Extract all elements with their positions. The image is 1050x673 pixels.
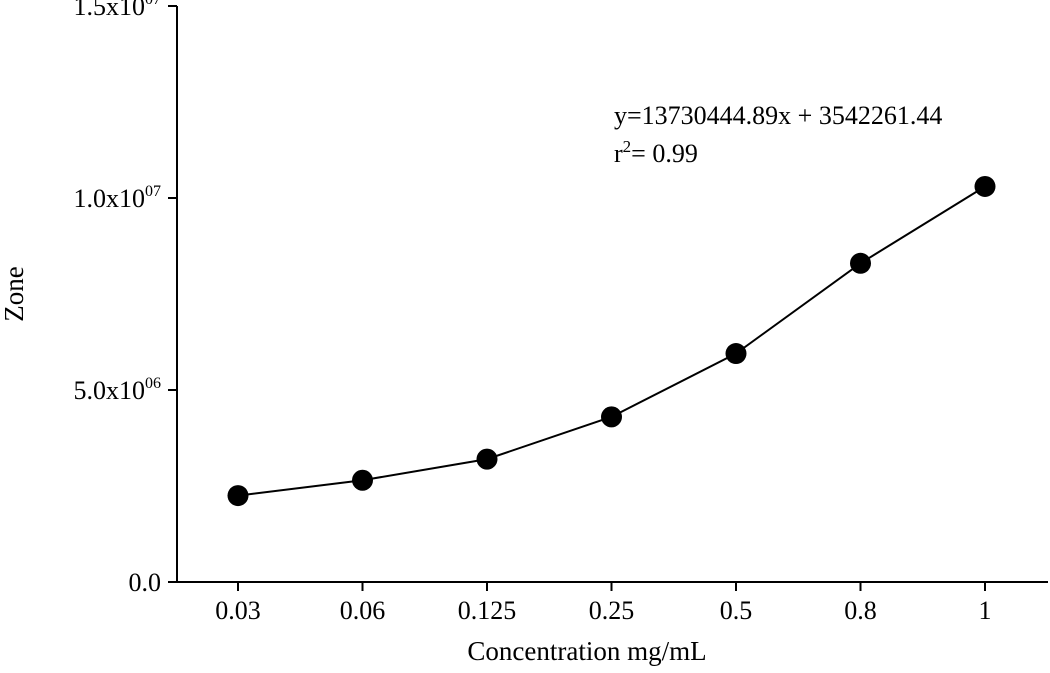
r2-superscript: 2 bbox=[623, 137, 632, 156]
series-line bbox=[237, 185, 986, 497]
r2-value: = 0.99 bbox=[631, 139, 698, 168]
data-point bbox=[352, 469, 373, 491]
x-tick-label: 0.125 bbox=[458, 596, 517, 625]
data-point bbox=[476, 448, 498, 470]
y-tick-label: 0.0 bbox=[129, 568, 162, 597]
data-point bbox=[974, 175, 996, 197]
y-axis-title: Zone bbox=[0, 266, 29, 321]
regression-equation: y=13730444.89x + 3542261.44 bbox=[614, 101, 942, 130]
x-tick-label: 0.5 bbox=[720, 596, 753, 625]
data-point bbox=[601, 406, 622, 428]
data-point bbox=[850, 252, 871, 274]
r2-prefix: r bbox=[614, 139, 623, 168]
y-tick-label: 5.0x1006 bbox=[74, 375, 162, 405]
x-tick-label: 0.25 bbox=[589, 596, 635, 625]
data-point bbox=[725, 343, 747, 365]
y-tick-label: 1.0x1007 bbox=[74, 183, 162, 213]
data-points bbox=[227, 175, 996, 507]
y-ticks: 0.0 5.0x1006 1.0x1007 1.5x1007 bbox=[74, 0, 177, 597]
x-ticks: 0.03 0.06 0.125 0.25 0.5 0.8 1 bbox=[215, 582, 992, 625]
x-axis-title: Concentration mg/mL bbox=[467, 636, 706, 666]
axes bbox=[176, 6, 1048, 583]
x-tick-label: 0.8 bbox=[844, 596, 877, 625]
x-tick-label: 0.06 bbox=[340, 596, 386, 625]
x-tick-label: 0.03 bbox=[215, 596, 261, 625]
data-point bbox=[227, 485, 249, 507]
r-squared-annotation: r2= 0.99 bbox=[614, 137, 698, 168]
x-tick-label: 1 bbox=[979, 596, 992, 625]
y-tick-label: 1.5x1007 bbox=[74, 0, 162, 21]
